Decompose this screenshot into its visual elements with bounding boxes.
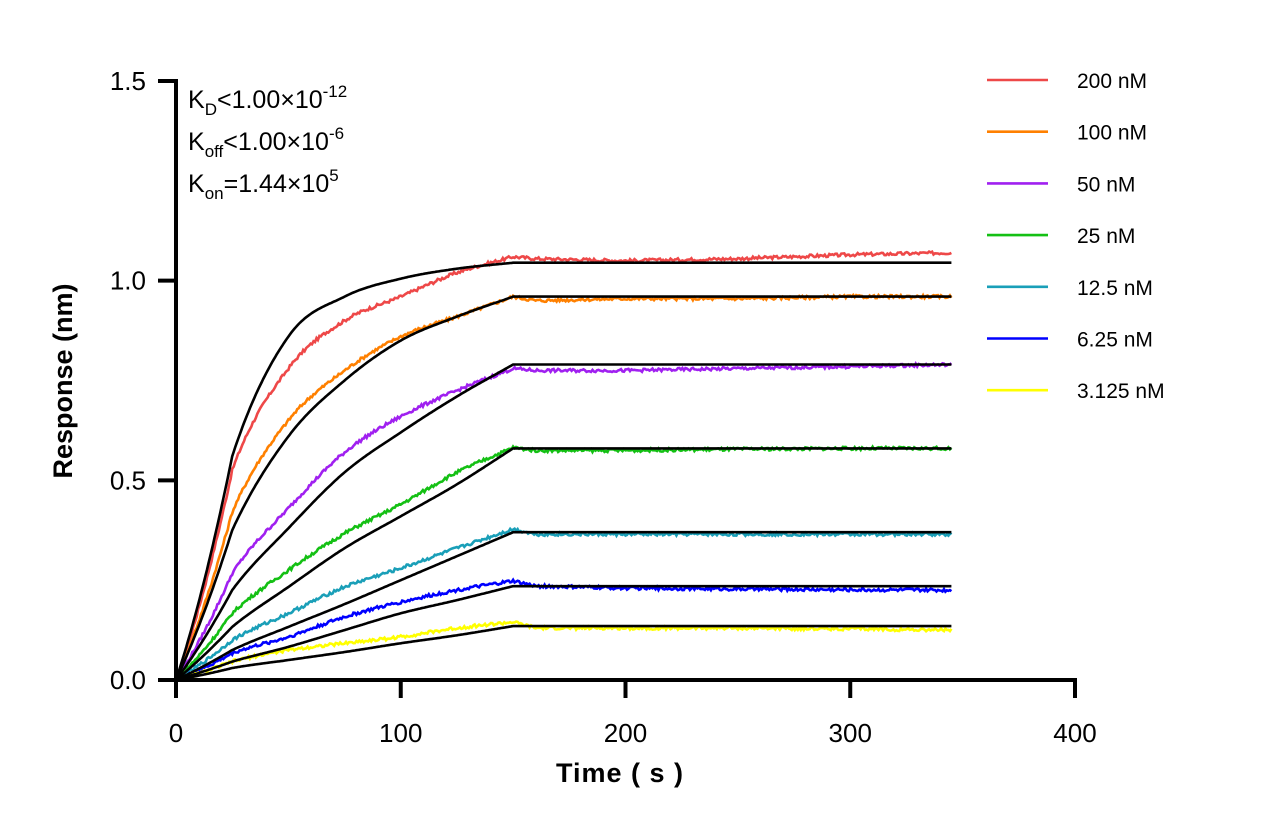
- x-tick-label: 400: [1053, 718, 1096, 748]
- legend-item: 50 nM: [987, 173, 1135, 196]
- legend-label: 50 nM: [1077, 173, 1135, 196]
- kinetics-annotations: KD<1.00×10-12 Koff<1.00×10-6 Kon=1.44×10…: [188, 82, 347, 203]
- fit-curve-3.125-nM: [175, 624, 952, 682]
- legend-label: 3.125 nM: [1077, 380, 1165, 403]
- x-tick-label: 0: [169, 718, 183, 748]
- legend-label: 200 nM: [1077, 70, 1147, 93]
- x-tick-label: 100: [379, 718, 422, 748]
- legend-label: 12.5 nM: [1077, 277, 1153, 300]
- legend-item: 200 nM: [987, 70, 1147, 93]
- x-axis-title: Time ( s ): [556, 758, 684, 788]
- koff-annotation: Koff<1.00×10-6: [188, 124, 344, 161]
- kd-annotation: KD<1.00×10-12: [188, 82, 347, 119]
- fit-curve-50-nM: [174, 363, 952, 681]
- fit-curve-6.25-nM: [175, 584, 952, 682]
- data-curve-100-nM: [174, 292, 953, 681]
- axes: 0 100 200 300 400 0.0 0.5 1.0 1.5: [110, 66, 1097, 748]
- data-curve-50-nM: [174, 360, 953, 681]
- legend: 200 nM 100 nM 50 nM 25 nM 12.5 nM 6.25 nM 3.12…: [987, 70, 1165, 403]
- y-tick-label: 1.0: [110, 266, 146, 296]
- data-curve-3.125-nM: [175, 620, 953, 682]
- data-curve-200-nM: [174, 249, 952, 681]
- legend-label: 25 nM: [1077, 225, 1135, 248]
- legend-item: 3.125 nM: [987, 380, 1165, 403]
- y-tick-label: 1.5: [110, 66, 146, 96]
- fit-curve-200-nM: [174, 261, 952, 681]
- legend-label: 6.25 nM: [1077, 329, 1153, 352]
- x-tick-label: 300: [829, 718, 872, 748]
- fit-curve-25-nM: [175, 447, 952, 682]
- y-tick-label: 0.5: [110, 465, 146, 495]
- kon-annotation: Kon=1.44×105: [188, 166, 339, 203]
- legend-item: 12.5 nM: [987, 277, 1153, 300]
- y-axis-title: Response (nm): [48, 283, 78, 478]
- data-curve-12.5-nM: [175, 526, 953, 682]
- legend-label: 100 nM: [1077, 122, 1147, 145]
- legend-item: 25 nM: [987, 225, 1135, 248]
- plot-area: [174, 249, 953, 682]
- fit-curve-100-nM: [174, 295, 952, 681]
- fit-curve-12.5-nM: [175, 530, 952, 682]
- y-tick-label: 0.0: [110, 665, 146, 695]
- legend-item: 6.25 nM: [987, 329, 1153, 352]
- x-tick-label: 200: [604, 718, 647, 748]
- legend-item: 100 nM: [987, 122, 1147, 145]
